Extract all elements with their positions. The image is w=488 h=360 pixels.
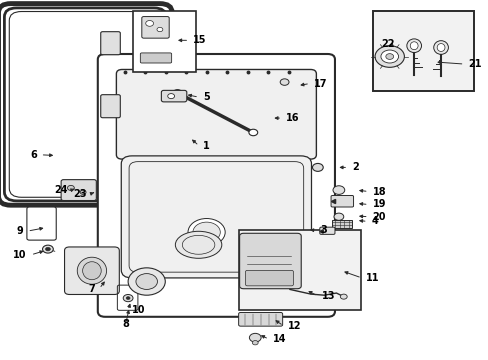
- FancyBboxPatch shape: [101, 95, 120, 118]
- Text: 21: 21: [468, 59, 481, 69]
- FancyBboxPatch shape: [140, 53, 171, 63]
- Circle shape: [249, 333, 261, 342]
- FancyBboxPatch shape: [239, 233, 301, 289]
- Circle shape: [145, 21, 153, 26]
- Circle shape: [252, 341, 258, 345]
- Circle shape: [380, 50, 398, 63]
- FancyBboxPatch shape: [372, 11, 473, 91]
- Text: 4: 4: [371, 216, 378, 226]
- Text: 20: 20: [372, 212, 386, 222]
- Ellipse shape: [77, 257, 106, 284]
- FancyBboxPatch shape: [101, 32, 120, 55]
- Text: 5: 5: [203, 92, 209, 102]
- Text: 24: 24: [54, 185, 67, 195]
- Text: 1: 1: [203, 141, 209, 151]
- FancyBboxPatch shape: [319, 227, 334, 234]
- Text: 14: 14: [272, 334, 286, 344]
- Ellipse shape: [436, 44, 444, 51]
- Circle shape: [123, 294, 133, 302]
- Ellipse shape: [409, 42, 417, 50]
- Text: 17: 17: [313, 78, 327, 89]
- Circle shape: [332, 186, 344, 194]
- Ellipse shape: [175, 231, 222, 258]
- Text: 10: 10: [132, 305, 145, 315]
- Ellipse shape: [433, 41, 447, 54]
- Text: 10: 10: [13, 250, 27, 260]
- FancyBboxPatch shape: [133, 11, 195, 72]
- Circle shape: [167, 94, 174, 99]
- Text: 2: 2: [351, 162, 358, 172]
- FancyBboxPatch shape: [238, 230, 360, 310]
- Text: 3: 3: [320, 225, 326, 235]
- Circle shape: [312, 163, 323, 171]
- Text: 11: 11: [365, 273, 379, 283]
- Text: 15: 15: [193, 35, 206, 45]
- FancyBboxPatch shape: [27, 207, 56, 240]
- Circle shape: [340, 294, 346, 299]
- Text: 22: 22: [381, 39, 394, 49]
- Text: 18: 18: [372, 186, 386, 197]
- Circle shape: [128, 268, 165, 295]
- Circle shape: [192, 222, 220, 242]
- Circle shape: [280, 79, 288, 85]
- Text: 12: 12: [287, 321, 301, 331]
- FancyBboxPatch shape: [238, 312, 282, 326]
- FancyBboxPatch shape: [330, 195, 353, 207]
- FancyBboxPatch shape: [61, 180, 96, 201]
- Circle shape: [385, 54, 393, 59]
- Circle shape: [187, 219, 224, 246]
- FancyBboxPatch shape: [121, 156, 311, 278]
- Text: 8: 8: [122, 319, 129, 329]
- Circle shape: [67, 185, 74, 190]
- Text: 9: 9: [17, 226, 23, 236]
- Text: 23: 23: [73, 189, 87, 199]
- FancyBboxPatch shape: [116, 69, 316, 159]
- Text: 6: 6: [30, 150, 37, 160]
- FancyBboxPatch shape: [0, 4, 172, 205]
- FancyBboxPatch shape: [245, 270, 293, 286]
- FancyBboxPatch shape: [64, 247, 119, 294]
- Circle shape: [126, 297, 130, 300]
- Ellipse shape: [82, 262, 101, 280]
- Text: 13: 13: [321, 291, 335, 301]
- Circle shape: [80, 190, 86, 194]
- FancyBboxPatch shape: [331, 220, 351, 228]
- Circle shape: [157, 27, 163, 32]
- Circle shape: [248, 129, 257, 136]
- Text: 7: 7: [88, 284, 95, 294]
- FancyBboxPatch shape: [161, 90, 186, 102]
- Circle shape: [333, 213, 343, 220]
- Ellipse shape: [406, 39, 421, 53]
- Circle shape: [136, 274, 157, 289]
- Circle shape: [374, 46, 404, 67]
- Circle shape: [173, 90, 182, 96]
- FancyBboxPatch shape: [142, 17, 169, 38]
- Text: 16: 16: [285, 113, 299, 123]
- Circle shape: [45, 247, 50, 251]
- FancyBboxPatch shape: [98, 54, 334, 317]
- Circle shape: [42, 245, 53, 253]
- Text: 19: 19: [372, 199, 386, 210]
